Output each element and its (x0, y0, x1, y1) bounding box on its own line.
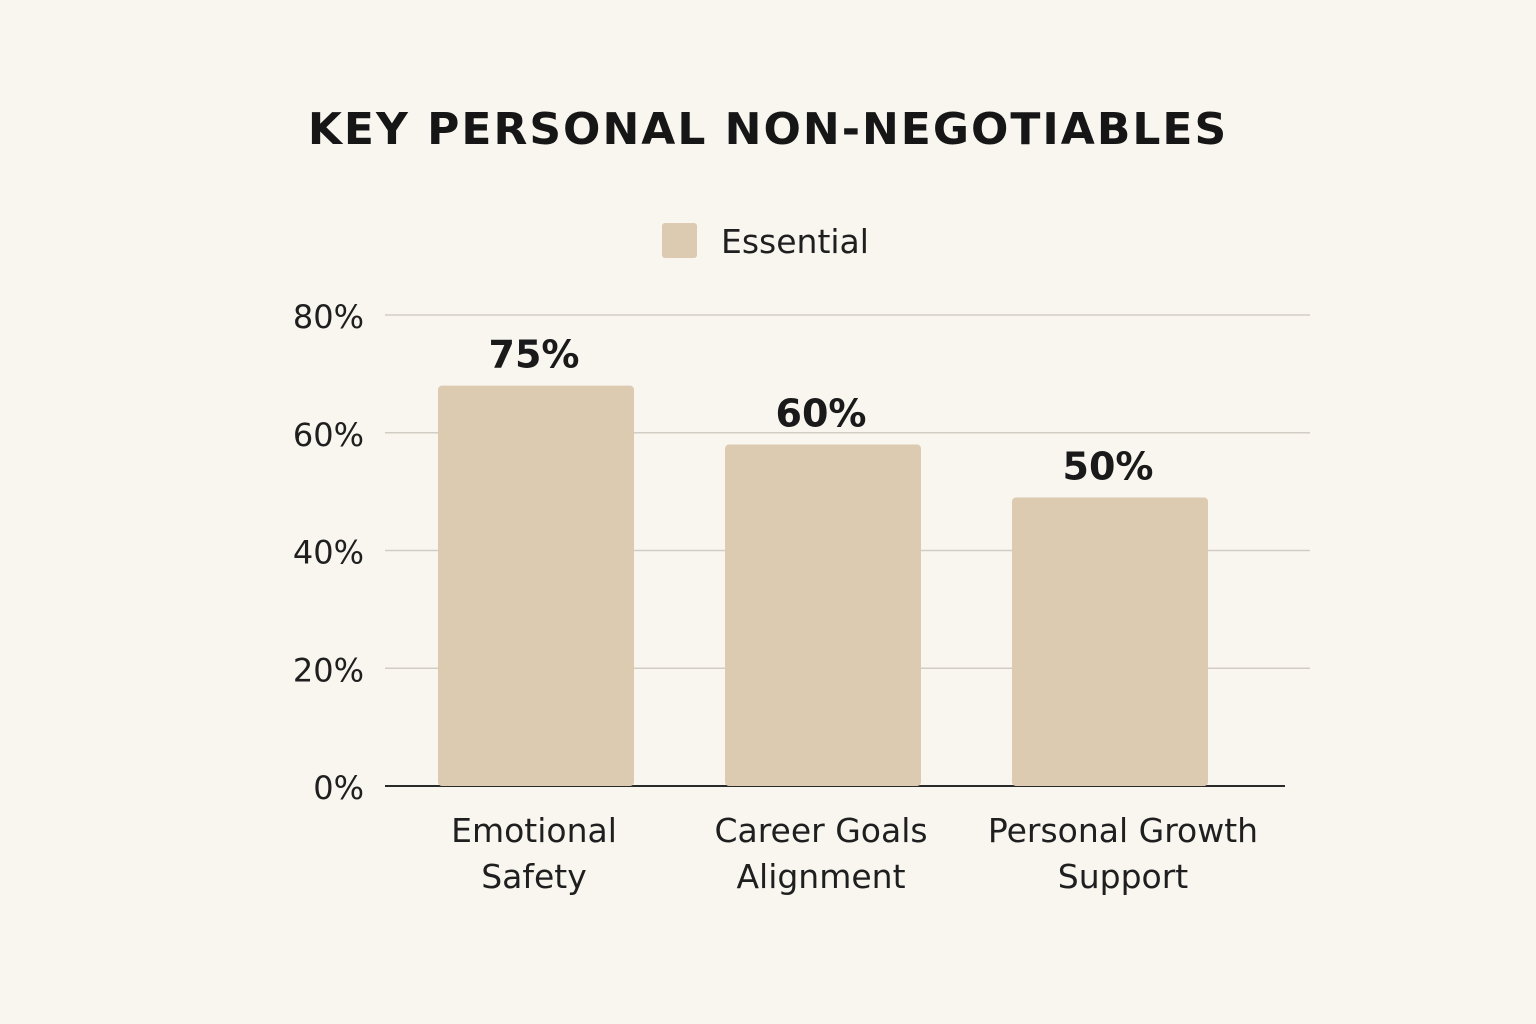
category-label: Safety (481, 857, 587, 896)
bar (1012, 497, 1208, 786)
category-label: Alignment (736, 857, 905, 896)
data-label: 75% (489, 333, 580, 377)
y-tick-label: 40% (293, 534, 364, 572)
legend-swatch (662, 223, 697, 258)
category-label: Personal Growth (988, 811, 1258, 850)
category-label: Support (1058, 857, 1189, 896)
category-label: Emotional (451, 811, 617, 850)
legend-label: Essential (721, 222, 869, 261)
y-tick-label: 20% (293, 651, 364, 689)
chart-title: KEY PERSONAL NON-NEGOTIABLES (307, 104, 1229, 155)
bar (438, 385, 634, 786)
data-label: 50% (1063, 445, 1154, 489)
y-tick-label: 0% (313, 769, 364, 807)
y-tick-label: 60% (293, 416, 364, 454)
data-label: 60% (776, 392, 867, 436)
category-label: Career Goals (714, 811, 927, 850)
bar (725, 444, 921, 786)
y-tick-label: 80% (293, 298, 364, 336)
